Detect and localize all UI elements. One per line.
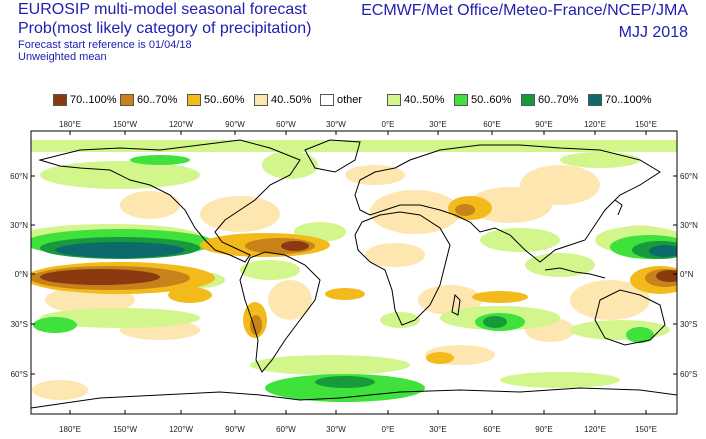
lat-label-right: 0°N xyxy=(680,270,694,279)
lat-label-left: 0°N xyxy=(15,270,29,279)
greenland-coast xyxy=(304,139,361,173)
legend-item-wet-60-70: 60..70% xyxy=(521,93,578,107)
lat-label-right: 60°S xyxy=(680,370,697,379)
lat-label-right: 60°N xyxy=(680,172,698,181)
lon-label-bottom: 150°W xyxy=(113,425,138,434)
antarctica-coast xyxy=(31,387,677,409)
lon-label-bottom: 0°E xyxy=(382,425,395,434)
lat-label-left: 30°S xyxy=(11,320,28,329)
lat-label-left: 60°N xyxy=(10,172,28,181)
north-america-coast xyxy=(38,139,301,263)
lon-label-top: 60°E xyxy=(483,120,500,129)
lon-label-bottom: 90°E xyxy=(535,425,552,434)
japan-coast xyxy=(614,199,623,216)
lon-label-bottom: 60°E xyxy=(483,425,500,434)
legend-swatch xyxy=(320,94,334,106)
lon-label-top: 150°W xyxy=(113,120,138,129)
legend-swatch xyxy=(387,94,401,106)
legend-item-wet-70-100: 70..100% xyxy=(588,93,651,107)
lon-label-bottom: 120°E xyxy=(584,425,606,434)
title-right-block: ECMWF/Met Office/Meteo-France/NCEP/JMA M… xyxy=(361,2,688,46)
legend-item-dry-40-50: 40..50% xyxy=(254,93,311,107)
color-legend: 70..100% 60..70% 50..60% 40..50% other 4… xyxy=(0,93,706,107)
legend-swatch xyxy=(521,94,535,106)
legend-item-wet-50-60: 50..60% xyxy=(454,93,511,107)
legend-item-dry-50-60: 50..60% xyxy=(187,93,244,107)
lon-label-bottom: 60°W xyxy=(276,425,296,434)
lon-label-top: 150°E xyxy=(635,120,657,129)
lat-label-right: 30°N xyxy=(680,221,698,230)
lon-label-top: 120°W xyxy=(169,120,194,129)
lon-label-bottom: 30°E xyxy=(429,425,446,434)
lon-label-bottom: 180°E xyxy=(59,425,81,434)
legend-item-other: other xyxy=(320,93,362,107)
lon-label-bottom: 30°W xyxy=(326,425,346,434)
latitude-labels-left: 60°N 30°N 0°N 30°S 60°S xyxy=(10,172,28,379)
lon-label-bottom: 150°E xyxy=(635,425,657,434)
title-line1: EUROSIP multi-model seasonal forecast xyxy=(18,1,307,18)
lon-label-top: 60°W xyxy=(276,120,296,129)
title-line2: Prob(most likely category of precipitati… xyxy=(18,20,312,37)
africa-coast xyxy=(354,211,451,326)
lat-label-left: 30°N xyxy=(10,221,28,230)
coastlines xyxy=(31,139,677,409)
axis-ticks xyxy=(31,131,677,414)
legend-swatch xyxy=(53,94,67,106)
indonesia-coast xyxy=(544,267,606,279)
map-frame xyxy=(30,130,678,415)
lon-label-top: 30°W xyxy=(326,120,346,129)
lat-label-left: 60°S xyxy=(11,370,28,379)
season-label: MJJ 2018 xyxy=(618,24,688,41)
madagascar-coast xyxy=(451,293,461,316)
eurasia-coast xyxy=(354,144,661,263)
latitude-labels-right: 60°N 30°N 0°N 30°S 60°S xyxy=(680,172,698,379)
legend-swatch xyxy=(454,94,468,106)
dry-70-100-areas xyxy=(40,241,677,285)
title-block: EUROSIP multi-model seasonal forecast Pr… xyxy=(18,2,311,63)
lat-label-right: 30°S xyxy=(680,320,697,329)
longitude-labels-bottom: 180°E 150°W 120°W 90°W 60°W 30°W 0°E 30°… xyxy=(59,425,657,434)
lon-label-top: 30°E xyxy=(429,120,446,129)
legend-swatch xyxy=(588,94,602,106)
legend-item-dry-60-70: 60..70% xyxy=(120,93,177,107)
lon-label-bottom: 90°W xyxy=(225,425,245,434)
lon-label-bottom: 120°W xyxy=(169,425,194,434)
longitude-labels-top: 180°E 150°W 120°W 90°W 60°W 30°W 0°E 30°… xyxy=(59,120,657,129)
lon-label-top: 0°E xyxy=(382,120,395,129)
weighting-note: Unweighted mean xyxy=(18,51,107,63)
lon-label-top: 180°E xyxy=(59,120,81,129)
legend-swatch xyxy=(187,94,201,106)
australia-coast xyxy=(594,289,666,346)
lon-label-top: 90°E xyxy=(535,120,552,129)
legend-item-dry-70-100: 70..100% xyxy=(53,93,116,107)
forecast-reference: Forecast start reference is 01/04/18 xyxy=(18,39,192,51)
legend-swatch xyxy=(254,94,268,106)
legend-item-wet-40-50: 40..50% xyxy=(387,93,444,107)
centres-label: ECMWF/Met Office/Meteo-France/NCEP/JMA xyxy=(361,2,688,19)
wet-70-100-areas xyxy=(55,242,677,258)
probability-shading xyxy=(31,139,677,409)
south-america-coast xyxy=(239,251,321,373)
lon-label-top: 90°W xyxy=(225,120,245,129)
legend-swatch xyxy=(120,94,134,106)
lon-label-top: 120°E xyxy=(584,120,606,129)
